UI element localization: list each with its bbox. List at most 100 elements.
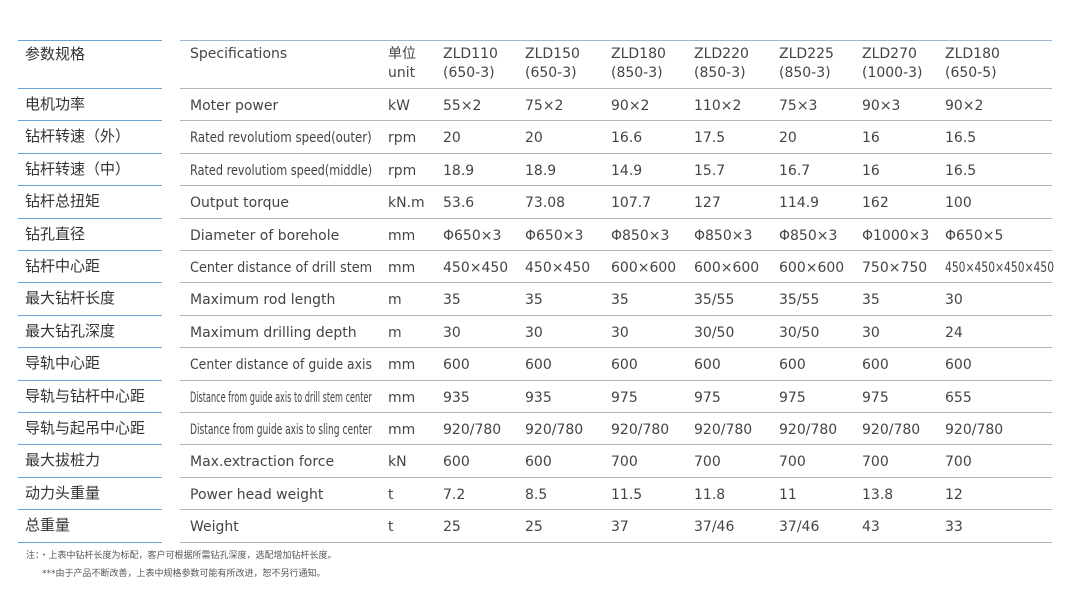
- cell: 700: [611, 454, 638, 471]
- cell: 16.5: [945, 162, 977, 179]
- rule: [18, 185, 162, 186]
- header-cell: Specifications: [190, 46, 288, 62]
- cell: Φ1000×3: [862, 227, 930, 244]
- cell: 35: [862, 292, 880, 309]
- row-label: 最大钻杆长度: [25, 289, 116, 308]
- rule: [180, 282, 1052, 283]
- rule: [180, 153, 1052, 154]
- cell: 700: [945, 454, 972, 471]
- cell: 43: [862, 519, 880, 536]
- cell: Diameter of borehole: [190, 227, 340, 244]
- model-config: (650-3): [443, 65, 495, 81]
- cell: 600: [862, 357, 889, 374]
- row-label: 导轨与起吊中心距: [25, 419, 146, 437]
- cell: Φ850×3: [779, 227, 838, 244]
- rule: [18, 542, 162, 543]
- cell: 75×3: [779, 98, 818, 114]
- cell: 30: [945, 292, 963, 309]
- rule: [180, 347, 1052, 348]
- rule: [180, 120, 1052, 121]
- row-label: 钻杆总扭矩: [25, 192, 101, 211]
- model-name: ZLD225: [779, 46, 834, 62]
- cell: 162: [862, 195, 889, 212]
- cell: 11: [779, 486, 797, 503]
- cell: 90×3: [862, 98, 901, 114]
- model-name: ZLD180: [611, 46, 666, 62]
- cell: 17.5: [694, 130, 726, 147]
- cell: 8.5: [525, 486, 548, 503]
- cell: 30: [525, 324, 543, 341]
- cell: t: [388, 519, 394, 536]
- cell: 450×450: [525, 260, 591, 276]
- cell: 35/55: [779, 292, 820, 309]
- model-name: ZLD180: [945, 46, 1000, 62]
- rule: [18, 250, 162, 251]
- model-config: (850-3): [779, 65, 831, 81]
- cell: 920/780: [694, 422, 753, 438]
- cell: 90×2: [611, 98, 650, 114]
- cell: 14.9: [611, 162, 643, 179]
- cell: Rated revolutiom speed(outer): [190, 130, 372, 147]
- cell: mm: [388, 389, 416, 406]
- rule: [18, 509, 162, 510]
- cell: 75×2: [525, 98, 564, 114]
- cell: 600: [611, 357, 638, 374]
- cell: Distance from guide axis to sling center: [190, 422, 372, 438]
- cell: Maximum rod length: [190, 292, 336, 309]
- cell: kN.m: [388, 195, 425, 212]
- row-label: 动力头重量: [25, 483, 101, 502]
- rule: [180, 444, 1052, 445]
- model-config: (650-3): [525, 65, 577, 81]
- cell: kN: [388, 454, 407, 471]
- cell: 600×600: [611, 260, 677, 276]
- model-config: (1000-3): [862, 65, 923, 81]
- cell: 114.9: [779, 195, 820, 212]
- row-label: 导轨与钻杆中心距: [25, 386, 146, 405]
- cell: rpm: [388, 162, 417, 179]
- rule: [18, 120, 162, 121]
- cell: Φ650×3: [443, 227, 502, 244]
- cell: 700: [779, 454, 806, 471]
- cell: 18.9: [525, 162, 557, 179]
- cell: 16.5: [945, 130, 977, 147]
- model-name: ZLD270: [862, 46, 917, 62]
- cell: 12: [945, 486, 963, 503]
- cell: 600×600: [694, 260, 760, 276]
- cell: m: [388, 292, 402, 309]
- rule: [180, 380, 1052, 381]
- cell: 20: [779, 130, 797, 147]
- rule: [18, 153, 162, 154]
- model-config: (850-3): [694, 65, 746, 81]
- rule: [180, 218, 1052, 219]
- cell: 20: [525, 130, 543, 147]
- cell: 600: [525, 357, 552, 374]
- cell: 935: [525, 389, 552, 406]
- rule: [18, 347, 162, 348]
- row-label: 电机功率: [25, 95, 86, 113]
- row-label: 钻杆转速（外）: [25, 127, 131, 146]
- rule: [18, 412, 162, 413]
- cell: Max.extraction force: [190, 454, 335, 471]
- cell: 975: [611, 389, 638, 406]
- cell: 110×2: [694, 98, 742, 114]
- cell: 700: [862, 454, 889, 471]
- cell: 127: [694, 195, 721, 212]
- cell: 24: [945, 324, 963, 341]
- cell: 15.7: [694, 162, 726, 179]
- rule: [18, 444, 162, 445]
- cell: Center distance of guide axis: [190, 357, 372, 374]
- rule: [180, 542, 1052, 543]
- cell: 920/780: [779, 422, 838, 438]
- note: ***由于产品不断改善，上表中规格参数可能有所改进，恕不另行通知。: [42, 569, 326, 579]
- cell: 935: [443, 389, 470, 406]
- cell: 30: [443, 324, 461, 341]
- rule: [180, 509, 1052, 510]
- cell: 37: [611, 519, 629, 536]
- cell: 750×750: [862, 260, 928, 276]
- cell: 30: [611, 324, 629, 341]
- rule: [180, 250, 1052, 251]
- cell: Distance from guide axis to drill stem c…: [190, 389, 372, 406]
- cell: 35: [525, 292, 543, 309]
- cell: Weight: [190, 519, 239, 536]
- model-name: ZLD220: [694, 46, 749, 62]
